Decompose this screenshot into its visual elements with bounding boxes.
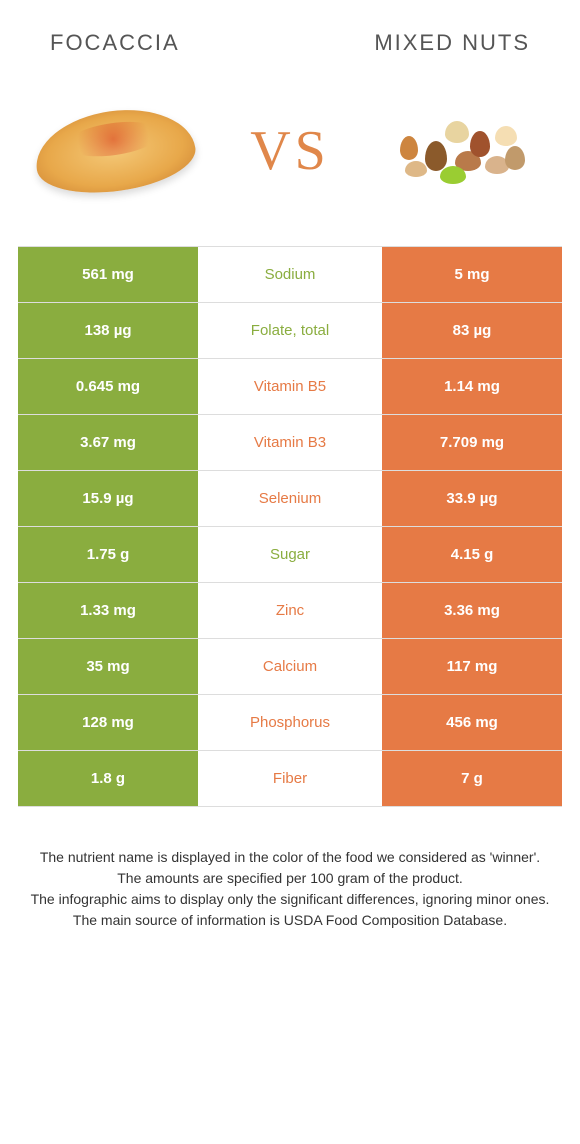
left-value-cell: 138 µg — [18, 303, 198, 358]
nut-icon — [505, 146, 525, 170]
nut-icon — [400, 136, 418, 160]
footer-line: The infographic aims to display only the… — [30, 889, 550, 910]
table-row: 0.645 mgVitamin B51.14 mg — [18, 359, 562, 415]
nutrient-label: Fiber — [198, 751, 382, 806]
nutrient-label: Selenium — [198, 471, 382, 526]
footer-line: The nutrient name is displayed in the co… — [30, 847, 550, 868]
left-value-cell: 0.645 mg — [18, 359, 198, 414]
footer-line: The main source of information is USDA F… — [30, 910, 550, 931]
nut-icon — [440, 166, 466, 184]
header: Focaccia MIXED NUTS — [0, 0, 580, 66]
table-row: 138 µgFolate, total83 µg — [18, 303, 562, 359]
nutrient-label: Sodium — [198, 247, 382, 302]
right-value-cell: 5 mg — [382, 247, 562, 302]
food-right-title: MIXED NUTS — [374, 30, 530, 56]
left-value-cell: 1.33 mg — [18, 583, 198, 638]
nutrient-comparison-table: 561 mgSodium5 mg138 µgFolate, total83 µg… — [18, 246, 562, 807]
left-value-cell: 15.9 µg — [18, 471, 198, 526]
table-row: 3.67 mgVitamin B37.709 mg — [18, 415, 562, 471]
nut-icon — [425, 141, 447, 171]
left-value-cell: 3.67 mg — [18, 415, 198, 470]
mixed-nuts-image — [380, 91, 550, 211]
nutrient-label: Folate, total — [198, 303, 382, 358]
left-value-cell: 1.8 g — [18, 751, 198, 806]
right-value-cell: 117 mg — [382, 639, 562, 694]
food-left-title: Focaccia — [50, 30, 180, 56]
nut-icon — [470, 131, 490, 157]
nut-icon — [495, 126, 517, 146]
nutrient-label: Sugar — [198, 527, 382, 582]
table-row: 35 mgCalcium117 mg — [18, 639, 562, 695]
nut-icon — [405, 161, 427, 177]
table-row: 1.8 gFiber7 g — [18, 751, 562, 807]
focaccia-image — [30, 91, 200, 211]
footer-notes: The nutrient name is displayed in the co… — [0, 807, 580, 931]
right-value-cell: 3.36 mg — [382, 583, 562, 638]
table-row: 1.33 mgZinc3.36 mg — [18, 583, 562, 639]
table-row: 15.9 µgSelenium33.9 µg — [18, 471, 562, 527]
nutrient-label: Zinc — [198, 583, 382, 638]
nutrient-label: Calcium — [198, 639, 382, 694]
food-images-row: VS — [0, 66, 580, 246]
table-row: 128 mgPhosphorus456 mg — [18, 695, 562, 751]
nutrient-label: Vitamin B5 — [198, 359, 382, 414]
right-value-cell: 1.14 mg — [382, 359, 562, 414]
right-value-cell: 7.709 mg — [382, 415, 562, 470]
footer-line: The amounts are specified per 100 gram o… — [30, 868, 550, 889]
table-row: 561 mgSodium5 mg — [18, 247, 562, 303]
left-value-cell: 128 mg — [18, 695, 198, 750]
left-value-cell: 1.75 g — [18, 527, 198, 582]
right-value-cell: 4.15 g — [382, 527, 562, 582]
nutrient-label: Phosphorus — [198, 695, 382, 750]
right-value-cell: 83 µg — [382, 303, 562, 358]
nutrient-label: Vitamin B3 — [198, 415, 382, 470]
right-value-cell: 7 g — [382, 751, 562, 806]
right-value-cell: 456 mg — [382, 695, 562, 750]
left-value-cell: 561 mg — [18, 247, 198, 302]
right-value-cell: 33.9 µg — [382, 471, 562, 526]
vs-label: VS — [250, 119, 330, 183]
nut-icon — [445, 121, 469, 143]
left-value-cell: 35 mg — [18, 639, 198, 694]
table-row: 1.75 gSugar4.15 g — [18, 527, 562, 583]
